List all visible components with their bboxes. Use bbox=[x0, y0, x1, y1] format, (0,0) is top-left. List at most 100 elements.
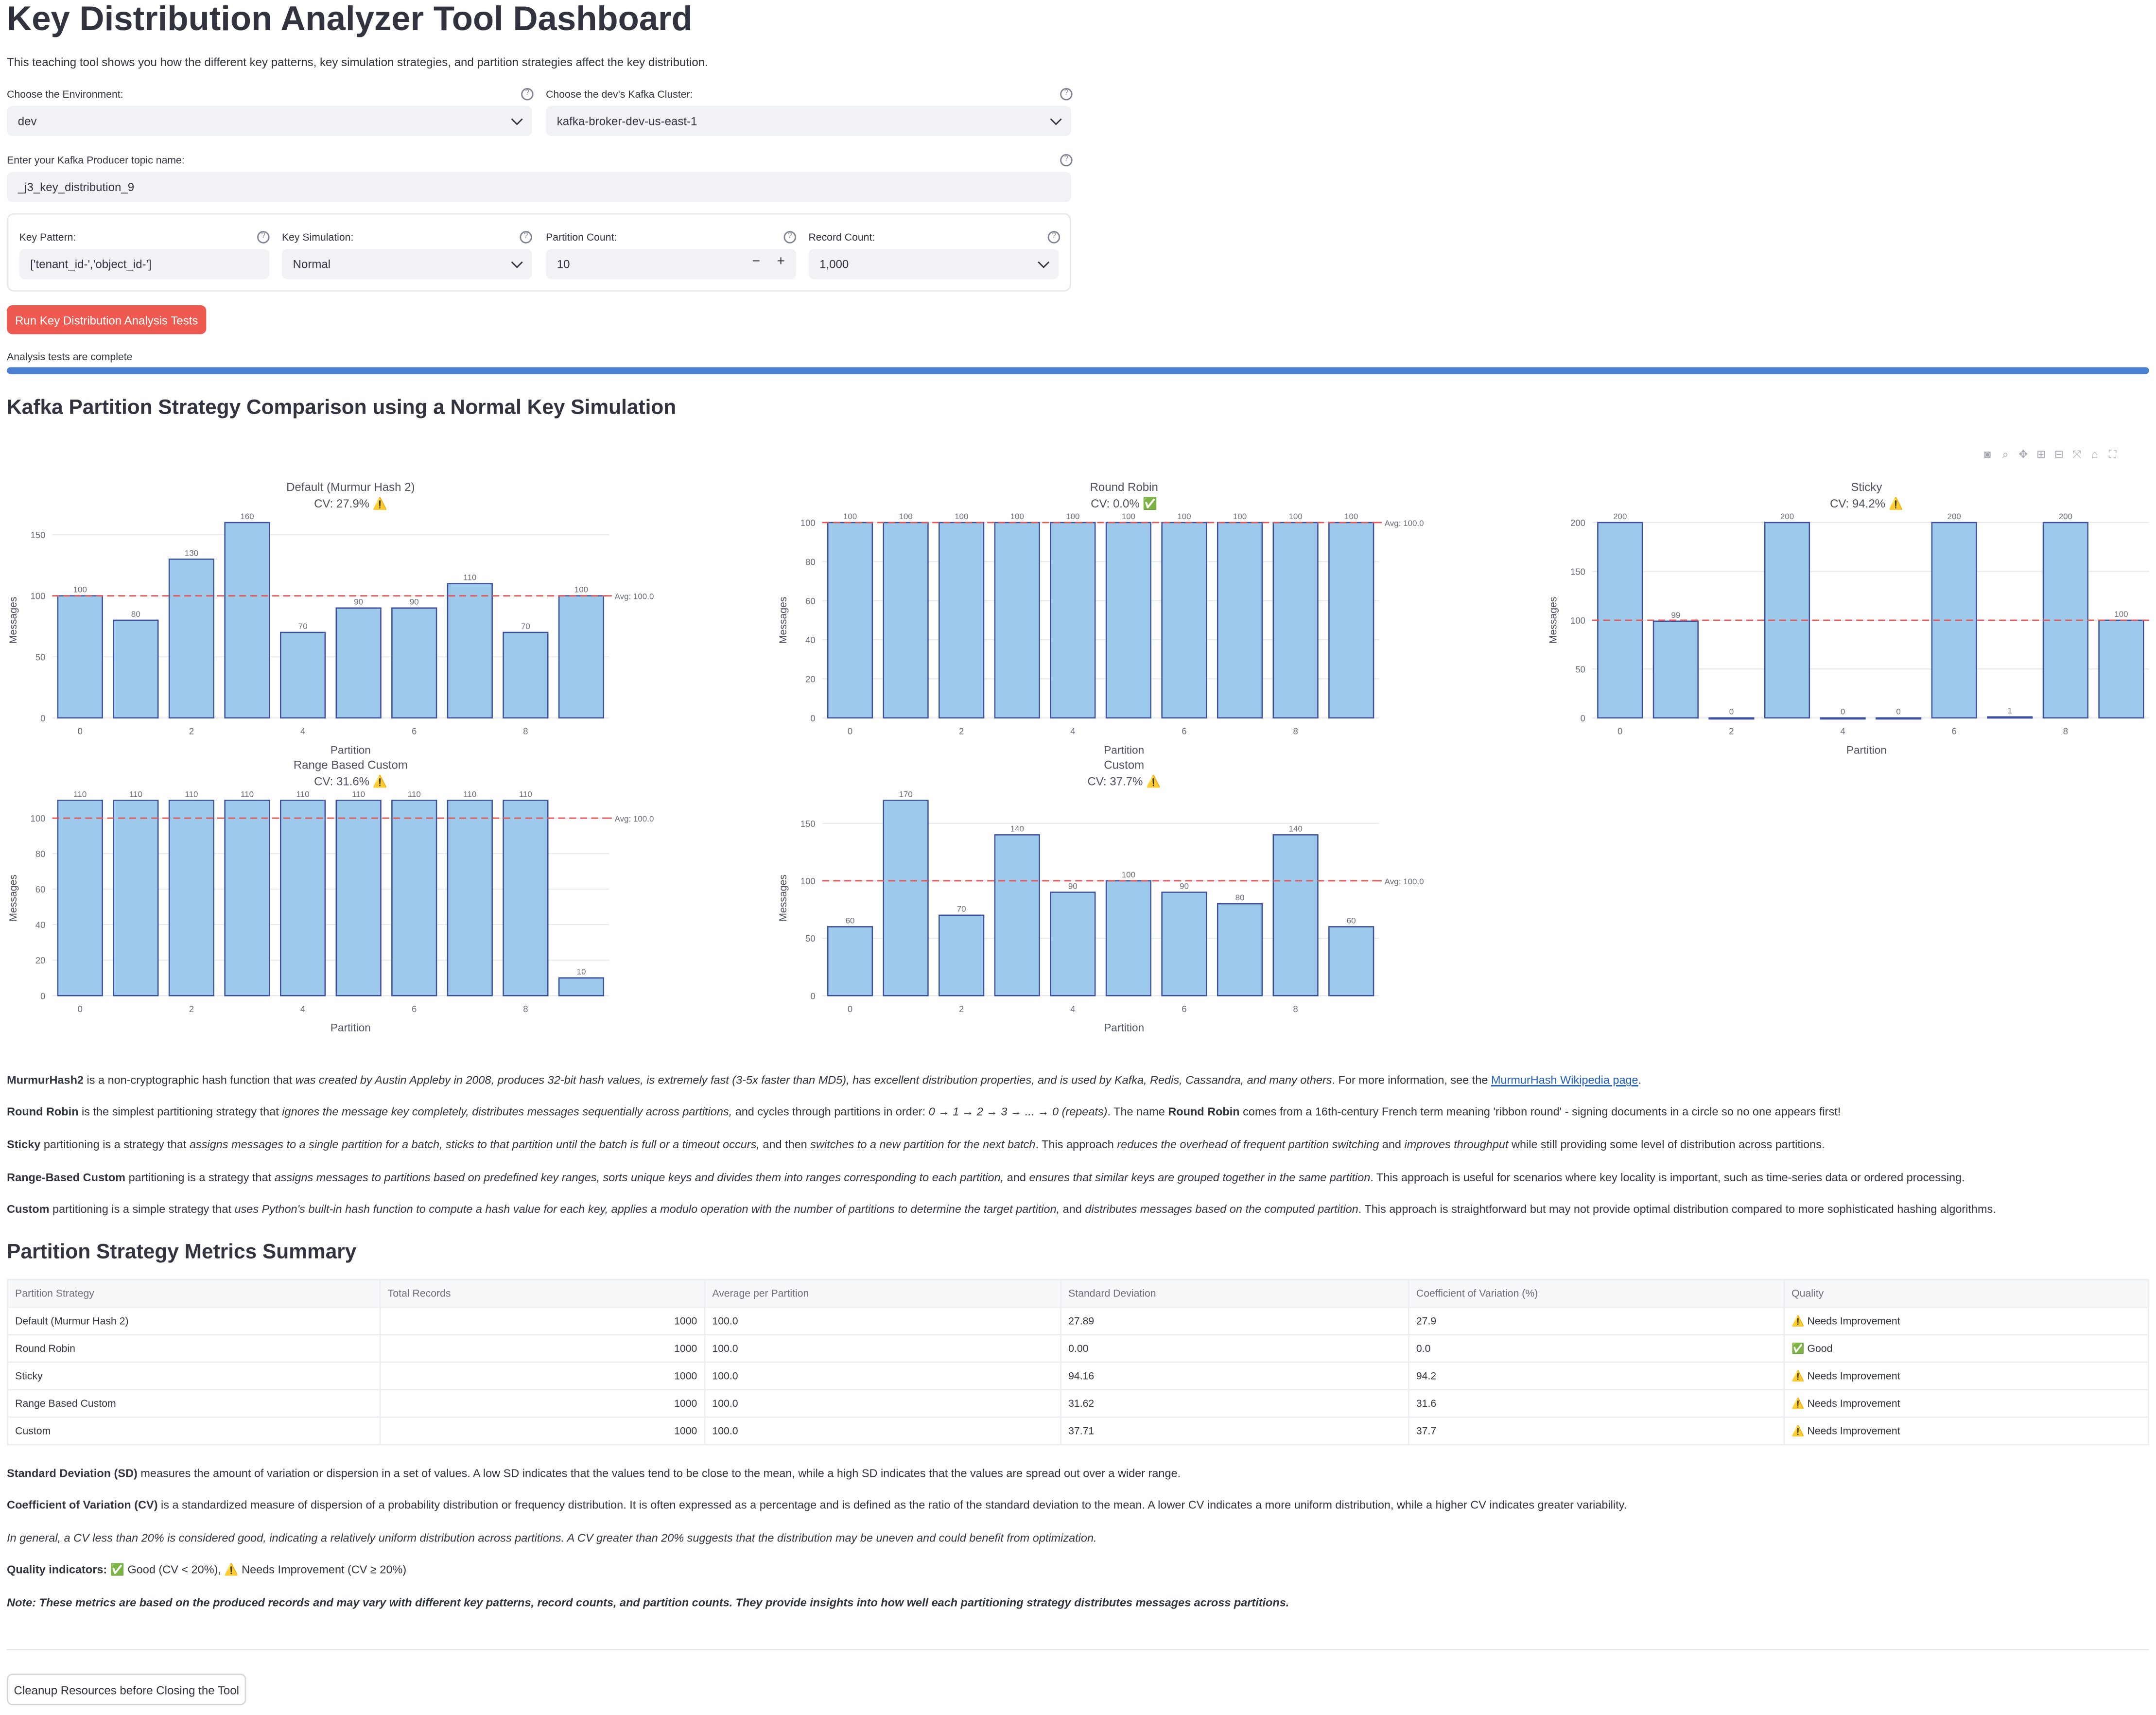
table-cell: 37.7 bbox=[1408, 1416, 1785, 1446]
topic-input[interactable]: _j3_key_distribution_9 bbox=[7, 172, 1071, 202]
table-cell: 31.6 bbox=[1408, 1389, 1785, 1418]
zoom-out-icon[interactable]: ⊟ bbox=[2054, 448, 2064, 461]
column-header[interactable]: Partition Strategy bbox=[7, 1278, 381, 1308]
parameters-group bbox=[7, 213, 1071, 292]
murmur-description: MurmurHash2 is a non-cryptographic hash … bbox=[7, 1072, 1642, 1086]
table-cell: Range Based Custom bbox=[7, 1389, 381, 1418]
table-cell: 100.0 bbox=[704, 1334, 1061, 1363]
bar-value-label: 200 bbox=[1780, 512, 1794, 521]
key-simulation-help-icon[interactable]: ? bbox=[520, 231, 532, 244]
bar-value-label: 110 bbox=[519, 789, 532, 799]
cluster-value: kafka-broker-dev-us-east-1 bbox=[556, 114, 697, 128]
key-simulation-label: Key Simulation: bbox=[281, 231, 354, 244]
bar bbox=[994, 834, 1040, 997]
record-count-select[interactable]: 1,000 bbox=[808, 249, 1059, 280]
table-cell: ⚠️ Needs Improvement bbox=[1783, 1306, 2149, 1335]
chart-title: Default (Murmur Hash 2) bbox=[286, 481, 415, 494]
cluster-help-icon[interactable]: ? bbox=[1060, 88, 1073, 101]
column-header[interactable]: Quality bbox=[1783, 1278, 2149, 1308]
column-header[interactable]: Average per Partition bbox=[704, 1278, 1061, 1308]
y-tick-label: 0 bbox=[810, 991, 815, 1001]
y-tick-label: 150 bbox=[800, 819, 816, 829]
chart-title: Custom bbox=[1104, 758, 1144, 771]
column-header[interactable]: Total Records bbox=[379, 1278, 706, 1308]
partition-count-stepper[interactable]: 10 − + bbox=[546, 249, 796, 280]
record-count-help-icon[interactable]: ? bbox=[1047, 231, 1061, 244]
pan-icon[interactable]: ✥ bbox=[2018, 448, 2028, 461]
y-tick-label: 20 bbox=[35, 955, 45, 965]
autoscale-icon[interactable]: ⤧ bbox=[2072, 448, 2082, 461]
x-tick-label: 2 bbox=[959, 1004, 964, 1014]
bar bbox=[1050, 892, 1096, 997]
average-label: Avg: 100.0 bbox=[615, 814, 654, 823]
topic-label: Enter your Kafka Producer topic name: bbox=[7, 154, 185, 167]
bar-value-label: 10 bbox=[577, 967, 586, 977]
bar bbox=[279, 631, 326, 719]
key-pattern-label: Key Pattern: bbox=[19, 231, 76, 244]
table-cell: 94.2 bbox=[1408, 1361, 1785, 1391]
zoom-icon[interactable]: ⌕ bbox=[2002, 448, 2009, 461]
bar bbox=[113, 619, 159, 719]
home-icon[interactable]: ⌂ bbox=[2091, 448, 2098, 461]
fullscreen-icon[interactable]: ⛶ bbox=[2108, 448, 2117, 461]
x-tick-label: 8 bbox=[2063, 726, 2068, 736]
environment-select[interactable]: dev bbox=[7, 105, 532, 137]
column-header[interactable]: Coefficient of Variation (%) bbox=[1408, 1278, 1785, 1308]
x-axis-title: Partition bbox=[330, 1022, 371, 1034]
status-text: Analysis tests are complete bbox=[7, 350, 133, 363]
decrement-button[interactable]: − bbox=[752, 254, 760, 270]
y-tick-label: 150 bbox=[1570, 567, 1585, 577]
bar-value-label: 110 bbox=[408, 789, 421, 799]
increment-button[interactable]: + bbox=[777, 254, 785, 270]
table-row: Custom 1000 100.0 37.71 37.7 ⚠️ Needs Improve… bbox=[7, 1416, 2149, 1446]
bar bbox=[827, 926, 873, 997]
progress-bar bbox=[7, 367, 2149, 374]
bar bbox=[558, 977, 605, 997]
bar-value-label: 140 bbox=[1288, 824, 1302, 833]
y-tick-label: 80 bbox=[35, 849, 45, 859]
bar-value-label: 110 bbox=[185, 789, 198, 799]
zoom-in-icon[interactable]: ⊞ bbox=[2036, 448, 2046, 461]
bar bbox=[1105, 880, 1152, 997]
x-tick-label: 0 bbox=[1617, 726, 1622, 736]
table-cell: Round Robin bbox=[7, 1334, 381, 1363]
chart-subtitle: CV: 37.7% ⚠️ bbox=[1087, 774, 1161, 788]
page-title: Key Distribution Analyzer Tool Dashboard bbox=[7, 0, 693, 39]
environment-help-icon[interactable]: ? bbox=[521, 88, 534, 101]
average-label: Avg: 100.0 bbox=[1385, 519, 1424, 528]
bar bbox=[1217, 903, 1263, 997]
run-analysis-button[interactable]: Run Key Distribution Analysis Tests bbox=[7, 305, 207, 334]
x-axis-title: Partition bbox=[1104, 744, 1144, 756]
x-tick-label: 0 bbox=[78, 1004, 83, 1014]
cluster-select[interactable]: kafka-broker-dev-us-east-1 bbox=[546, 105, 1071, 137]
key-simulation-select[interactable]: Normal bbox=[281, 249, 532, 280]
divider bbox=[7, 1648, 2149, 1650]
cleanup-button[interactable]: Cleanup Resources before Closing the Too… bbox=[7, 1673, 246, 1705]
table-cell: 0.00 bbox=[1060, 1334, 1409, 1363]
intro-text: This teaching tool shows you how the dif… bbox=[7, 55, 708, 69]
bar-value-label: 200 bbox=[1947, 512, 1961, 521]
bar-value-label: 200 bbox=[2059, 512, 2072, 521]
table-cell: 100.0 bbox=[704, 1389, 1061, 1418]
bar-value-label: 100 bbox=[843, 512, 857, 521]
bar bbox=[1050, 522, 1096, 719]
bar-value-label: 100 bbox=[73, 585, 87, 595]
bar-value-label: 100 bbox=[955, 512, 968, 521]
table-cell: ✅ Good bbox=[1783, 1334, 2149, 1363]
y-tick-label: 100 bbox=[1570, 615, 1585, 626]
bar bbox=[503, 800, 549, 997]
key-pattern-help-icon[interactable]: ? bbox=[257, 231, 270, 244]
camera-icon[interactable]: ◙ bbox=[1984, 448, 1991, 461]
bar bbox=[827, 522, 873, 719]
environment-label: Choose the Environment: bbox=[7, 88, 123, 101]
murmurhash-wikipedia-link[interactable]: MurmurHash Wikipedia page bbox=[1491, 1072, 1638, 1086]
y-tick-label: 0 bbox=[1581, 713, 1585, 723]
bar-value-label: 100 bbox=[1066, 512, 1079, 521]
column-header[interactable]: Standard Deviation bbox=[1060, 1278, 1409, 1308]
topic-help-icon[interactable]: ? bbox=[1060, 154, 1073, 167]
bar-value-label: 100 bbox=[2114, 610, 2128, 619]
y-tick-label: 80 bbox=[805, 557, 815, 567]
key-pattern-input[interactable]: ['tenant_id-','object_id-'] bbox=[19, 249, 270, 280]
partition-count-help-icon[interactable]: ? bbox=[783, 231, 796, 244]
